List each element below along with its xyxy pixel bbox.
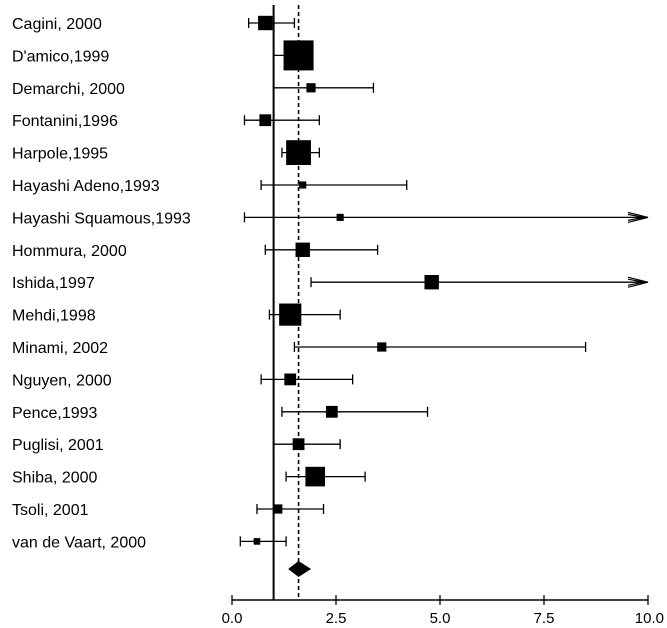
x-tick-label: 7.5 — [534, 610, 555, 627]
effect-estimate-square — [258, 15, 273, 31]
truncation-arrow — [627, 211, 649, 223]
study-row — [272, 82, 375, 93]
effect-estimate-square — [305, 466, 325, 487]
study-label: Shiba, 2000 — [12, 470, 98, 487]
study-label: van de Vaart, 2000 — [12, 534, 146, 551]
effect-estimate-square — [253, 538, 261, 545]
study-label: Nguyen, 2000 — [12, 372, 112, 389]
pooled-diamond — [288, 561, 312, 577]
study-row — [247, 15, 296, 31]
effect-estimate-square — [259, 114, 272, 127]
study-label: Pence,1993 — [12, 405, 98, 422]
effect-estimate-square — [377, 342, 387, 352]
truncation-arrow — [627, 276, 649, 288]
effect-estimate-square — [292, 438, 305, 451]
study-label: Puglisi, 2001 — [12, 437, 104, 454]
effect-estimate-square — [295, 242, 310, 257]
study-markers — [239, 15, 649, 577]
study-label: Minami, 2002 — [12, 340, 108, 357]
effect-estimate-square — [283, 40, 314, 71]
study-row — [260, 373, 354, 386]
x-tick-label: 0.0 — [222, 610, 243, 627]
study-row — [243, 114, 321, 127]
x-axis: 0.0 2.5 5.0 7.5 10.0 — [222, 595, 664, 627]
x-tick-label: 2.5 — [326, 610, 347, 627]
study-row — [281, 140, 321, 165]
effect-estimate-square — [284, 373, 297, 386]
effect-estimate-square — [336, 213, 344, 221]
effect-estimate-square — [273, 504, 283, 514]
study-row — [272, 40, 314, 71]
effect-estimate-square — [299, 181, 307, 189]
study-label: Hayashi Squamous,1993 — [12, 210, 191, 227]
study-row — [310, 275, 649, 290]
study-label: Cagini, 2000 — [12, 16, 102, 33]
study-label: Ishida,1997 — [12, 275, 95, 292]
reference-lines — [272, 5, 300, 600]
study-row — [256, 504, 325, 514]
study-row — [243, 211, 649, 223]
study-row — [293, 342, 587, 352]
study-row — [285, 466, 366, 487]
study-label: D'amico,1999 — [12, 48, 109, 65]
effect-estimate-square — [306, 83, 316, 93]
study-label: Hommura, 2000 — [12, 243, 127, 260]
study-label: Harpole,1995 — [12, 146, 108, 163]
study-labels: Cagini, 2000 D'amico,1999 Demarchi, 2000 Fo… — [12, 16, 191, 551]
study-row — [272, 438, 341, 451]
study-label: Fontanini,1996 — [12, 113, 118, 130]
study-label: Demarchi, 2000 — [12, 81, 125, 98]
study-label: Hayashi Adeno,1993 — [12, 178, 160, 195]
effect-estimate-square — [279, 303, 302, 326]
study-row — [264, 242, 379, 257]
effect-estimate-square — [325, 405, 338, 418]
study-row — [281, 405, 429, 418]
effect-estimate-square — [424, 275, 439, 290]
study-row — [268, 303, 341, 326]
study-label: Mehdi,1998 — [12, 308, 96, 325]
effect-estimate-square — [286, 140, 311, 165]
x-tick-label: 5.0 — [430, 610, 451, 627]
study-label: Tsoli, 2001 — [12, 502, 89, 519]
study-row — [260, 180, 408, 190]
x-tick-label: 10.0 — [635, 610, 664, 627]
study-row — [239, 536, 287, 547]
